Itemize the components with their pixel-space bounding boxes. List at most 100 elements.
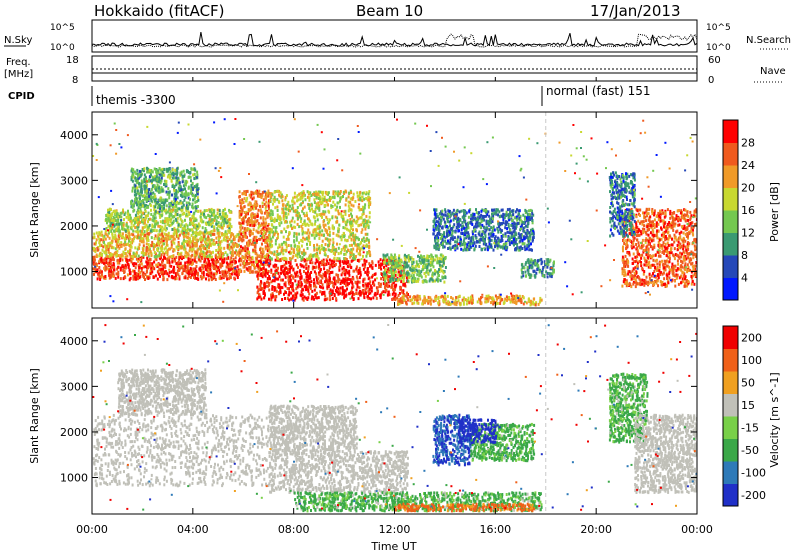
nsky-trace (92, 32, 698, 47)
colorbar-segment (723, 232, 738, 256)
power-y-label: Slant Range [km] (28, 162, 41, 258)
nave-tick-bottom: 0 (708, 75, 714, 86)
x-tick-label: 08:00 (278, 523, 310, 536)
nsky-label: N.Sky (4, 35, 32, 46)
colorbar-tick-label: 4 (741, 272, 748, 285)
y-tick-label: 3000 (60, 380, 88, 393)
power-colorbar-label: Power [dB] (768, 182, 781, 242)
colorbar-segment (723, 142, 738, 166)
power-echo-region (432, 207, 535, 252)
nave-label: Nave (760, 66, 786, 77)
x-tick-label: 16:00 (479, 523, 511, 536)
velocity-echo-region (394, 502, 535, 513)
power-echo-region (104, 207, 233, 234)
colorbar-segment (723, 416, 738, 439)
y-tick-label: 1000 (60, 266, 88, 279)
x-tick-label: 12:00 (379, 523, 411, 536)
power-y-axis: 1000 2000 3000 4000 (60, 129, 697, 279)
y-tick-label: 1000 (60, 472, 88, 485)
colorbar-tick-label: 12 (741, 227, 755, 240)
colorbar-segment (723, 165, 738, 188)
y-tick-label: 3000 (60, 174, 88, 187)
velocity-y-label: Slant Range [km] (28, 368, 41, 464)
freq-unit: [MHz] (4, 69, 33, 80)
freq-tick-bottom: 8 (72, 75, 78, 86)
power-echo-region (608, 171, 636, 238)
velocity-colorbar: 200 100 50 15 -15 -50 -100 -200 (722, 325, 766, 507)
colorbar-tick-label: 200 (741, 331, 762, 344)
colorbar-segment (723, 326, 738, 349)
power-echo-region (92, 230, 241, 259)
beam-title: Beam 10 (356, 2, 424, 20)
velocity-echo-region (470, 422, 536, 463)
colorbar-segment (723, 210, 738, 233)
colorbar-tick-label: 20 (741, 182, 755, 195)
colorbar-tick-label: -200 (741, 489, 766, 502)
velocity-colorbar-label: Velocity [m s^-1] (768, 372, 781, 467)
colorbar-tick-label: 28 (741, 137, 755, 150)
x-axis-label: Time UT (370, 540, 416, 553)
power-echo-region (520, 257, 555, 279)
y-tick-label: 2000 (60, 220, 88, 233)
y-tick-label: 4000 (60, 335, 88, 348)
x-tick-label: 00:00 (76, 523, 108, 536)
velocity-scatter (92, 324, 697, 511)
colorbar-tick-label: 24 (741, 159, 755, 172)
colorbar-tick-label: -100 (741, 466, 766, 479)
date-title: 17/Jan/2013 (590, 2, 681, 20)
colorbar-segment (723, 438, 738, 462)
colorbar-tick-label: -50 (741, 444, 759, 457)
colorbar-frame (722, 119, 739, 301)
power-heatmap (92, 112, 697, 308)
x-tick-label: 00:00 (681, 523, 713, 536)
colorbar-segment (723, 255, 738, 278)
velocity-heatmap (92, 318, 697, 514)
colorbar-tick-label: -15 (741, 421, 759, 434)
cpid-mode-themis: themis -3300 (96, 93, 176, 107)
velocity-y-axis: 1000 2000 3000 4000 (60, 335, 697, 485)
power-echo-region (92, 255, 241, 282)
colorbar-segment (723, 277, 738, 301)
colorbar-segment (723, 461, 738, 484)
colorbar-tick-label: 15 (741, 399, 755, 412)
power-echo-region (238, 189, 271, 275)
colorbar-frame (722, 325, 739, 507)
station-title: Hokkaido (fitACF) (94, 2, 225, 20)
colorbar-segment (723, 393, 738, 417)
nsky-tick-top: 10^5 (50, 23, 75, 33)
nsky-panel (91, 19, 698, 53)
velocity-echo-region (92, 413, 271, 488)
colorbar-segment (723, 371, 738, 394)
power-echo-region (396, 294, 543, 307)
velocity-echo-region (634, 413, 697, 495)
nsearch-trace (91, 33, 698, 48)
cpid-mode-normal: normal (fast) 151 (546, 84, 650, 98)
power-colorbar: 4 8 12 16 20 24 28 (722, 119, 755, 301)
colorbar-segment (723, 348, 738, 372)
freq-label: Freq. (6, 57, 31, 68)
colorbar-tick-label: 8 (741, 249, 748, 262)
colorbar-tick-label: 16 (741, 204, 755, 217)
x-tick-label: 04:00 (177, 523, 209, 536)
y-tick-label: 2000 (60, 426, 88, 439)
colorbar-tick-label: 100 (741, 354, 762, 367)
nsearch-tick-top: 10^5 (706, 23, 731, 33)
y-tick-label: 4000 (60, 129, 88, 142)
x-tick-label: 20:00 (580, 523, 612, 536)
colorbar-tick-label: 50 (741, 376, 755, 389)
velocity-echo-region (268, 404, 359, 454)
colorbar-segment (723, 483, 738, 507)
nsky-tick-bottom: 10^0 (50, 43, 75, 53)
power-echo-region (382, 253, 447, 284)
power-echo-region (130, 166, 200, 211)
velocity-echo-region (117, 368, 208, 417)
x-axis: 00:00 04:00 08:00 12:00 16:00 20:00 00:00 (76, 77, 713, 536)
velocity-echo-region (457, 418, 497, 444)
velocity-echo-region (432, 413, 472, 467)
colorbar-segment (723, 187, 738, 211)
cpid-label: CPID (8, 91, 35, 102)
power-echo-region (268, 189, 372, 261)
power-scatter (92, 118, 697, 304)
